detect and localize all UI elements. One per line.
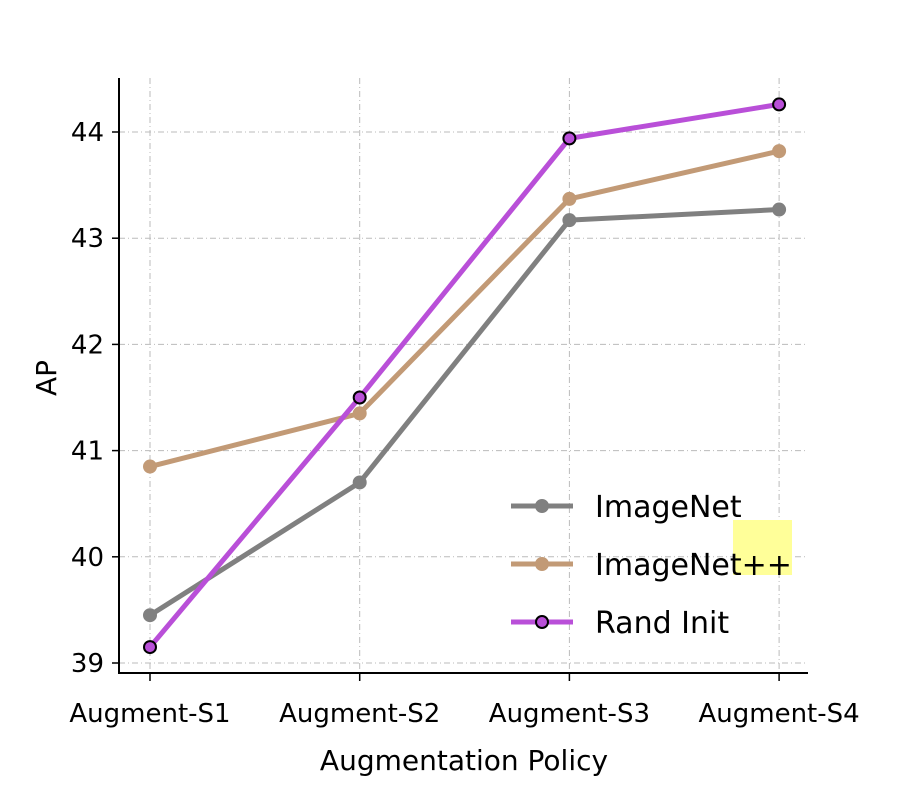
data-point-rand-init xyxy=(143,640,157,655)
data-point-imagenetplusplus xyxy=(562,191,577,206)
legend-marker-imagenet xyxy=(535,499,549,513)
x-tick-label: Augment-S1 xyxy=(69,699,230,729)
legend-label-imagenet: ImageNet xyxy=(595,490,742,525)
legend-marker-imagenetplusplus xyxy=(535,557,549,571)
legend-label-imagenetplusplus: ImageNet++ xyxy=(595,548,792,583)
data-point-imagenetplusplus xyxy=(772,144,787,159)
x-tick-label: Augment-S2 xyxy=(279,699,440,729)
legend-highlight xyxy=(733,520,792,575)
data-point-imagenetplusplus xyxy=(143,459,157,474)
y-tick-label: 41 xyxy=(71,437,104,467)
data-point-imagenet xyxy=(772,202,787,217)
x-tick-label: Augment-S3 xyxy=(489,699,650,729)
y-tick-label: 43 xyxy=(71,224,104,254)
data-point-imagenetplusplus xyxy=(352,406,367,421)
data-point-rand-init xyxy=(562,131,577,146)
data-point-rand-init xyxy=(352,390,367,405)
series-group xyxy=(143,97,787,655)
series-line-imagenet xyxy=(148,207,780,618)
data-point-imagenet xyxy=(352,475,367,490)
data-point-rand-init xyxy=(772,97,787,112)
series-line-rand-init xyxy=(148,101,780,649)
x-tick-label: Augment-S4 xyxy=(698,699,859,729)
y-tick-label: 42 xyxy=(71,330,104,360)
ticks: 39 40 41 42 43 44 Augment-S1 Augment-S2 Augment-… xyxy=(69,118,859,729)
data-point-imagenet xyxy=(562,213,577,228)
legend-label-rand-init: Rand Init xyxy=(595,606,729,641)
y-tick-label: 39 xyxy=(71,649,104,679)
legend: ImageNet ImageNet++ Rand Init xyxy=(511,490,792,641)
y-tick-label: 44 xyxy=(71,118,104,148)
data-point-imagenet xyxy=(143,608,157,623)
y-tick-label: 40 xyxy=(71,543,104,573)
series-line-imagenetplusplus xyxy=(149,148,780,469)
x-axis-label: Augmentation Policy xyxy=(320,744,608,777)
y-axis-label: AP xyxy=(30,360,63,396)
legend-marker-rand-init xyxy=(535,615,549,629)
